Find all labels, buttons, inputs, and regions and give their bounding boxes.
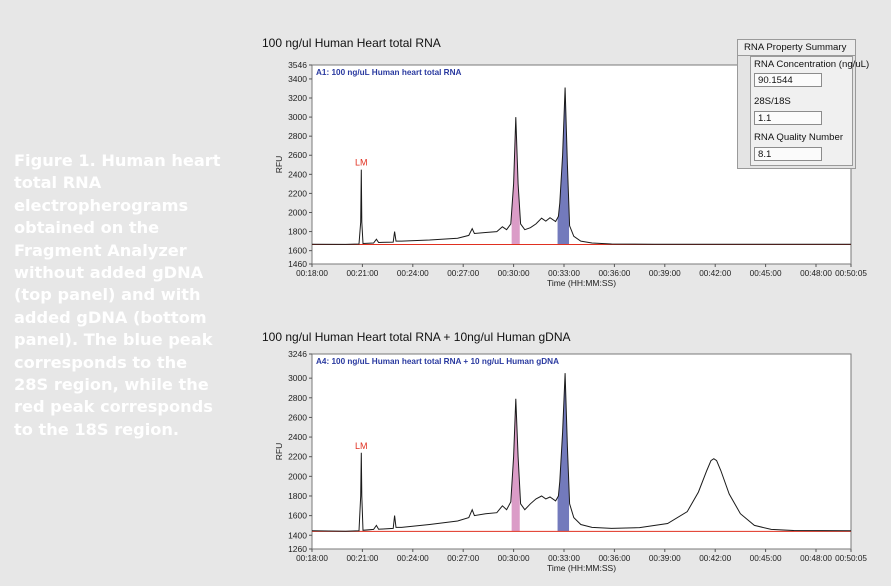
rna-property-summary-panel: RNA Property Summary RNA Concentration (… [737, 39, 869, 169]
y-tick-label: 2600 [288, 150, 307, 160]
y-tick-label: 1400 [288, 530, 307, 540]
series-trace [311, 373, 852, 532]
rqn-value[interactable]: 8.1 [754, 147, 822, 161]
x-tick-label: 00:36:00 [598, 269, 630, 278]
x-tick-label: 00:18:00 [296, 554, 328, 563]
y-tick-label: 2000 [288, 471, 307, 481]
summary-title: RNA Property Summary [738, 40, 855, 56]
y-tick-label: 2200 [288, 188, 307, 198]
x-tick-label: 00:24:00 [397, 554, 429, 563]
summary-fields: RNA Concentration (ng/uL) 90.1544 28S/18… [750, 56, 869, 166]
ratio-label: 28S/18S [754, 96, 791, 107]
x-tick-label: 00:30:00 [498, 554, 530, 563]
y-tick-label: 1800 [288, 227, 307, 237]
peak-fill-18s [511, 117, 520, 245]
x-tick-label: 00:27:00 [447, 269, 479, 278]
x-tick-label: 00:21:00 [346, 269, 378, 278]
rna-concentration-label: RNA Concentration (ng/uL) [754, 59, 870, 70]
x-tick-label: 00:45:00 [750, 269, 782, 278]
y-tick-label: 2800 [288, 131, 307, 141]
x-tick-label: 00:45:00 [750, 554, 782, 563]
y-tick-label: 3200 [288, 93, 307, 103]
ratio-value[interactable]: 1.1 [754, 111, 822, 125]
x-tick-label: 00:33:00 [548, 269, 580, 278]
y-tick-label: 1260 [288, 544, 307, 554]
sample-label: A1: 100 ng/uL Human heart total RNA [316, 68, 462, 77]
y-axis-label: RFU [274, 443, 284, 460]
top-chart-title: 100 ng/ul Human Heart total RNA [262, 36, 441, 50]
y-tick-label: 1600 [288, 511, 307, 521]
y-axis-label: RFU [274, 156, 284, 173]
y-tick-label: 3000 [288, 112, 307, 122]
x-axis-label: Time (HH:MM:SS) [547, 563, 616, 573]
x-tick-label: 00:48:00 [800, 554, 832, 563]
x-tick-label: 00:39:00 [649, 554, 681, 563]
lm-marker-label: LM [355, 441, 368, 451]
y-tick-label: 2800 [288, 393, 307, 403]
x-tick-label: 00:42:00 [699, 554, 731, 563]
x-tick-label: 00:30:00 [498, 269, 530, 278]
peak-fill-18s [511, 398, 520, 532]
y-tick-label: 1600 [288, 246, 307, 256]
y-tick-label: 3246 [288, 349, 307, 359]
series-trace [311, 87, 851, 245]
x-tick-label: 00:48:00 [800, 269, 832, 278]
sample-label: A4: 100 ng/uL Human heart total RNA + 10… [316, 357, 559, 366]
y-tick-label: 3000 [288, 373, 307, 383]
y-tick-label: 2200 [288, 452, 307, 462]
figure-caption: Figure 1. Human heart total RNA electrop… [14, 151, 221, 439]
x-tick-label: 00:39:00 [649, 269, 681, 278]
y-tick-label: 2400 [288, 169, 307, 179]
x-tick-label: 00:33:00 [548, 554, 580, 563]
lm-marker-label: LM [355, 158, 368, 168]
y-tick-label: 3546 [288, 60, 307, 70]
y-tick-label: 3400 [288, 74, 307, 84]
x-tick-label: 00:42:00 [699, 269, 731, 278]
bottom-chart-title: 100 ng/ul Human Heart total RNA + 10ng/u… [262, 330, 571, 344]
x-tick-label: 00:24:00 [397, 269, 429, 278]
x-tick-label: 00:27:00 [447, 554, 479, 563]
y-tick-label: 2600 [288, 412, 307, 422]
plot-area [311, 353, 852, 550]
y-tick-label: 1460 [288, 259, 307, 269]
x-axis-label: Time (HH:MM:SS) [547, 278, 616, 288]
x-tick-label: 00:50:05 [835, 269, 867, 278]
rqn-label: RNA Quality Number [754, 132, 844, 143]
rna-concentration-value[interactable]: 90.1544 [754, 73, 822, 87]
x-tick-label: 00:21:00 [346, 554, 378, 563]
x-tick-label: 00:18:00 [296, 269, 328, 278]
y-tick-label: 2000 [288, 207, 307, 217]
y-tick-label: 1800 [288, 491, 307, 501]
x-tick-label: 00:50:05 [835, 554, 867, 563]
x-tick-label: 00:36:00 [598, 554, 630, 563]
y-tick-label: 2400 [288, 432, 307, 442]
